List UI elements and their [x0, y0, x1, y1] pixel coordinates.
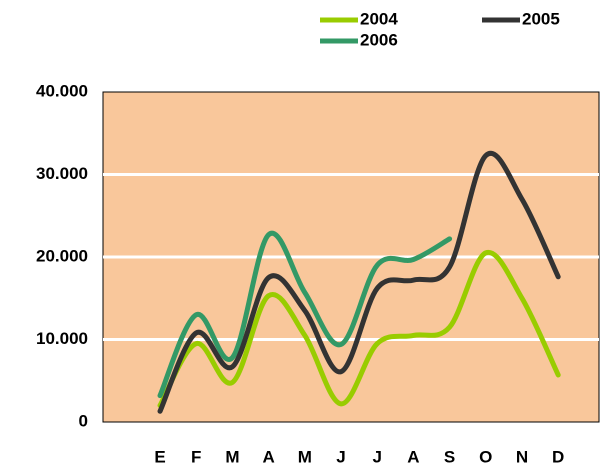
x-tick-label: M — [298, 447, 312, 466]
y-tick-label: 0 — [79, 411, 88, 430]
x-tick-label: J — [336, 447, 345, 466]
legend-label: 2006 — [360, 30, 398, 49]
x-tick-label: A — [407, 447, 419, 466]
legend-label: 2004 — [360, 9, 398, 28]
series-line — [157, 150, 561, 414]
series-line — [157, 250, 561, 408]
y-tick-label: 40.000 — [36, 81, 88, 100]
x-tick-label: O — [479, 447, 492, 466]
y-tick-label: 30.000 — [36, 164, 88, 183]
series-line — [157, 230, 453, 399]
x-tick-label: E — [154, 447, 165, 466]
x-tick-label: N — [516, 447, 528, 466]
x-tick-label: M — [225, 447, 239, 466]
x-tick-label: A — [262, 447, 274, 466]
y-tick-label: 20.000 — [36, 246, 88, 265]
y-tick-label: 10.000 — [36, 329, 88, 348]
x-tick-label: J — [372, 447, 381, 466]
legend-label: 2005 — [522, 9, 560, 28]
x-tick-label: F — [191, 447, 201, 466]
x-tick-label: S — [444, 447, 455, 466]
x-tick-label: D — [552, 447, 564, 466]
